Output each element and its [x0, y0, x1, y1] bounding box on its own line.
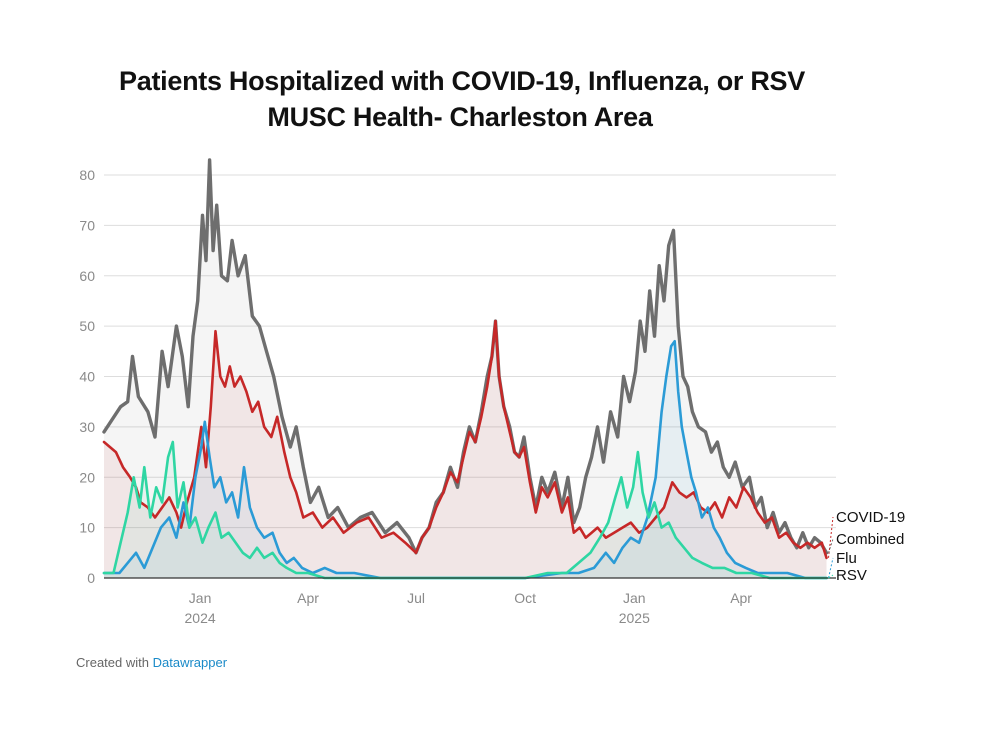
- legend-label-flu: Flu: [836, 550, 857, 567]
- x-tick-label: Apr: [297, 590, 319, 606]
- x-tick-label: Apr: [730, 590, 752, 606]
- x-tick-year: 2024: [185, 610, 216, 626]
- legend-label-combined: Combined: [836, 531, 904, 548]
- area-combined: [104, 159, 827, 578]
- y-tick-label-30: 30: [79, 419, 95, 435]
- chart-title-line-1: Patients Hospitalized with COVID-19, Inf…: [119, 66, 805, 96]
- x-tick-label: Jan: [623, 590, 646, 606]
- y-tick-label-0: 0: [87, 570, 95, 586]
- x-tick-label: Jul: [407, 590, 425, 606]
- x-axis: Jan 2024 Apr Jul Oct Jan 2025 Apr: [104, 577, 836, 626]
- x-tick-year: 2025: [619, 610, 650, 626]
- x-tick-label: Oct: [514, 590, 536, 606]
- credit-prefix: Created with: [76, 655, 149, 670]
- legend-label-rsv: RSV: [836, 567, 867, 584]
- y-tick-label-80: 80: [79, 167, 95, 183]
- y-tick-label-20: 20: [79, 469, 95, 485]
- legend-leader-0: [828, 516, 834, 558]
- area-rsv: [104, 442, 827, 578]
- y-tick-label-10: 10: [79, 520, 95, 536]
- series-areas: [104, 159, 827, 578]
- legend-leader-3: [828, 574, 834, 579]
- y-tick-label-70: 70: [79, 217, 95, 233]
- area-flu: [104, 341, 827, 578]
- y-tick-label-60: 60: [79, 268, 95, 284]
- legend-leader-1: [828, 538, 834, 553]
- datawrapper-link[interactable]: Datawrapper: [152, 655, 228, 670]
- x-tick-label: Jan: [189, 590, 212, 606]
- credit-line: Created with Datawrapper: [76, 655, 227, 670]
- legend-label-covid-19: COVID-19: [836, 509, 905, 526]
- legend-leader-2: [828, 557, 834, 579]
- y-tick-label-40: 40: [79, 369, 95, 385]
- area-covid-19: [104, 321, 827, 578]
- y-axis-ticks: 0 10 20 30 40 50 60 70 80: [79, 167, 95, 586]
- y-tick-label-50: 50: [79, 318, 95, 334]
- chart-title-line-2: MUSC Health- Charleston Area: [267, 102, 653, 132]
